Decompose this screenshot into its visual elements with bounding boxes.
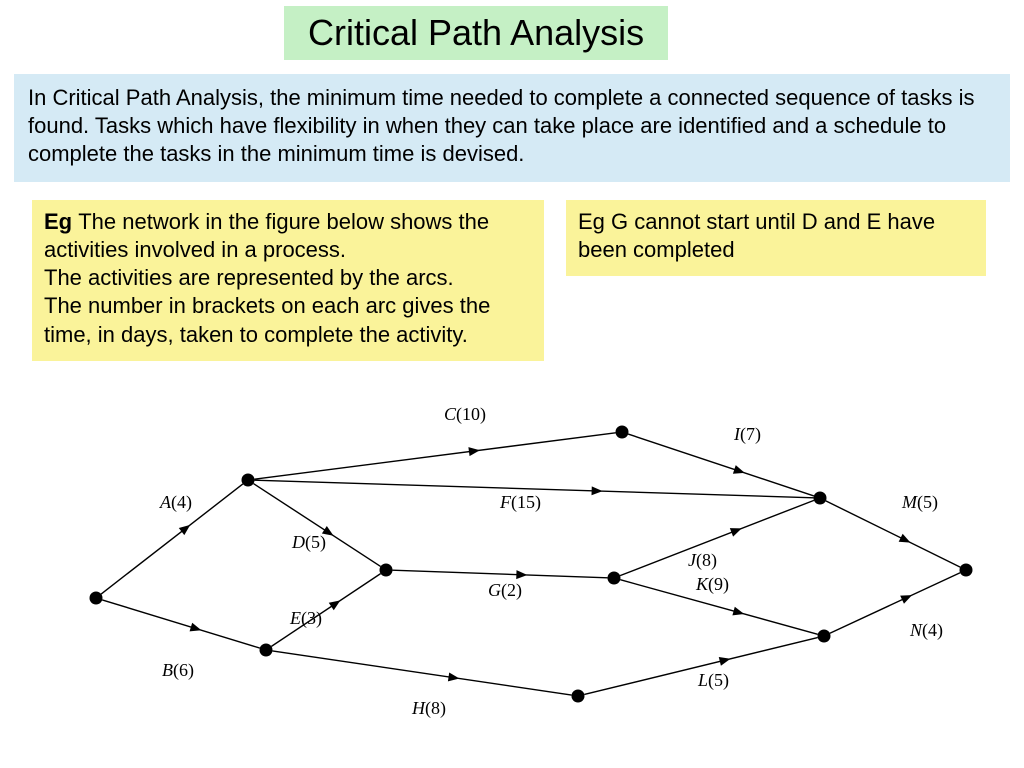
- node-n8: [818, 630, 831, 643]
- example-left-box: Eg The network in the figure below shows…: [32, 200, 544, 361]
- title-text: Critical Path Analysis: [308, 12, 644, 53]
- edge-G: [392, 570, 607, 578]
- node-n3: [380, 564, 393, 577]
- arrowhead-E: [329, 600, 341, 610]
- arrowhead-I: [733, 465, 745, 474]
- arrowhead-L: [719, 657, 731, 666]
- edge-H: [272, 651, 571, 695]
- example-right-box: Eg G cannot start until D and E have bee…: [566, 200, 986, 276]
- arrowhead-N: [900, 595, 912, 604]
- edge-label-L: L(5): [697, 670, 729, 691]
- edge-D: [253, 484, 380, 567]
- page-title: Critical Path Analysis: [284, 6, 668, 60]
- arrowhead-F: [592, 486, 603, 495]
- edge-label-B: B(6): [162, 660, 194, 681]
- arrowhead-K: [732, 607, 744, 616]
- edge-I: [628, 434, 814, 496]
- edge-label-A: A(4): [159, 492, 192, 513]
- intro-text: In Critical Path Analysis, the minimum t…: [28, 85, 974, 166]
- arrowhead-J: [730, 528, 742, 536]
- arrowhead-C: [468, 447, 479, 456]
- arrowhead-G: [516, 570, 527, 579]
- edge-label-G: G(2): [488, 580, 522, 601]
- edge-C: [254, 433, 615, 479]
- node-n4: [572, 690, 585, 703]
- edge-label-K: K(9): [695, 574, 729, 595]
- arrowhead-A: [179, 525, 190, 535]
- edge-J: [620, 500, 814, 575]
- node-n0: [90, 592, 103, 605]
- node-n1: [242, 474, 255, 487]
- eg-left-text: The network in the figure below shows th…: [44, 209, 490, 347]
- edge-label-J: J(8): [688, 550, 717, 571]
- edge-label-F: F(15): [499, 492, 541, 513]
- eg-right-text: Eg G cannot start until D and E have bee…: [578, 209, 935, 262]
- node-n5: [608, 572, 621, 585]
- edge-label-M: M(5): [901, 492, 938, 513]
- edge-M: [826, 501, 960, 567]
- node-n6: [616, 426, 629, 439]
- edge-B: [102, 600, 260, 648]
- node-n9: [960, 564, 973, 577]
- arrowhead-H: [448, 672, 460, 681]
- node-n7: [814, 492, 827, 505]
- edge-label-E: E(3): [289, 608, 322, 629]
- edge-label-D: D(5): [291, 532, 326, 553]
- eg-prefix: Eg: [44, 209, 78, 234]
- node-n2: [260, 644, 273, 657]
- network-diagram: A(4) B(6) C(10) D(5) E(3) F(15) G(2) H(8) I(7) J(…: [0, 380, 1024, 760]
- edge-label-N: N(4): [909, 620, 943, 641]
- edge-label-C: C(10): [444, 404, 486, 425]
- edge-label-H: H(8): [411, 698, 446, 719]
- edge-E: [271, 574, 380, 647]
- arrowhead-B: [190, 623, 202, 632]
- intro-box: In Critical Path Analysis, the minimum t…: [14, 74, 1010, 182]
- edge-label-I: I(7): [733, 424, 761, 445]
